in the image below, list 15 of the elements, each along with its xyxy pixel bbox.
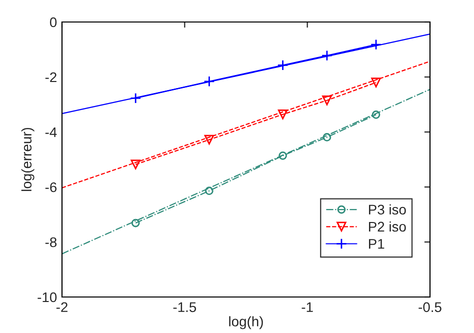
y-tick-label: 0 — [50, 17, 57, 28]
legend-label: P2 iso — [369, 221, 406, 232]
y-tick-label: -10 — [38, 292, 57, 302]
x-axis-title: log(h) — [229, 316, 263, 330]
y-tick-label: -2 — [45, 72, 56, 82]
x-tick-label: -1.5 — [173, 302, 196, 312]
x-tick-label: -1 — [302, 302, 313, 312]
y-tick-label: -4 — [45, 127, 57, 138]
legend-label: P3 iso — [369, 204, 406, 215]
y-tick-label: -8 — [45, 237, 57, 248]
x-tick-label: -0.5 — [418, 302, 442, 312]
y-axis-title: log(erreur) — [21, 128, 34, 191]
legend-label: P1 — [369, 239, 384, 249]
y-tick-label: -6 — [45, 182, 57, 192]
x-tick-label: -2 — [56, 302, 68, 312]
